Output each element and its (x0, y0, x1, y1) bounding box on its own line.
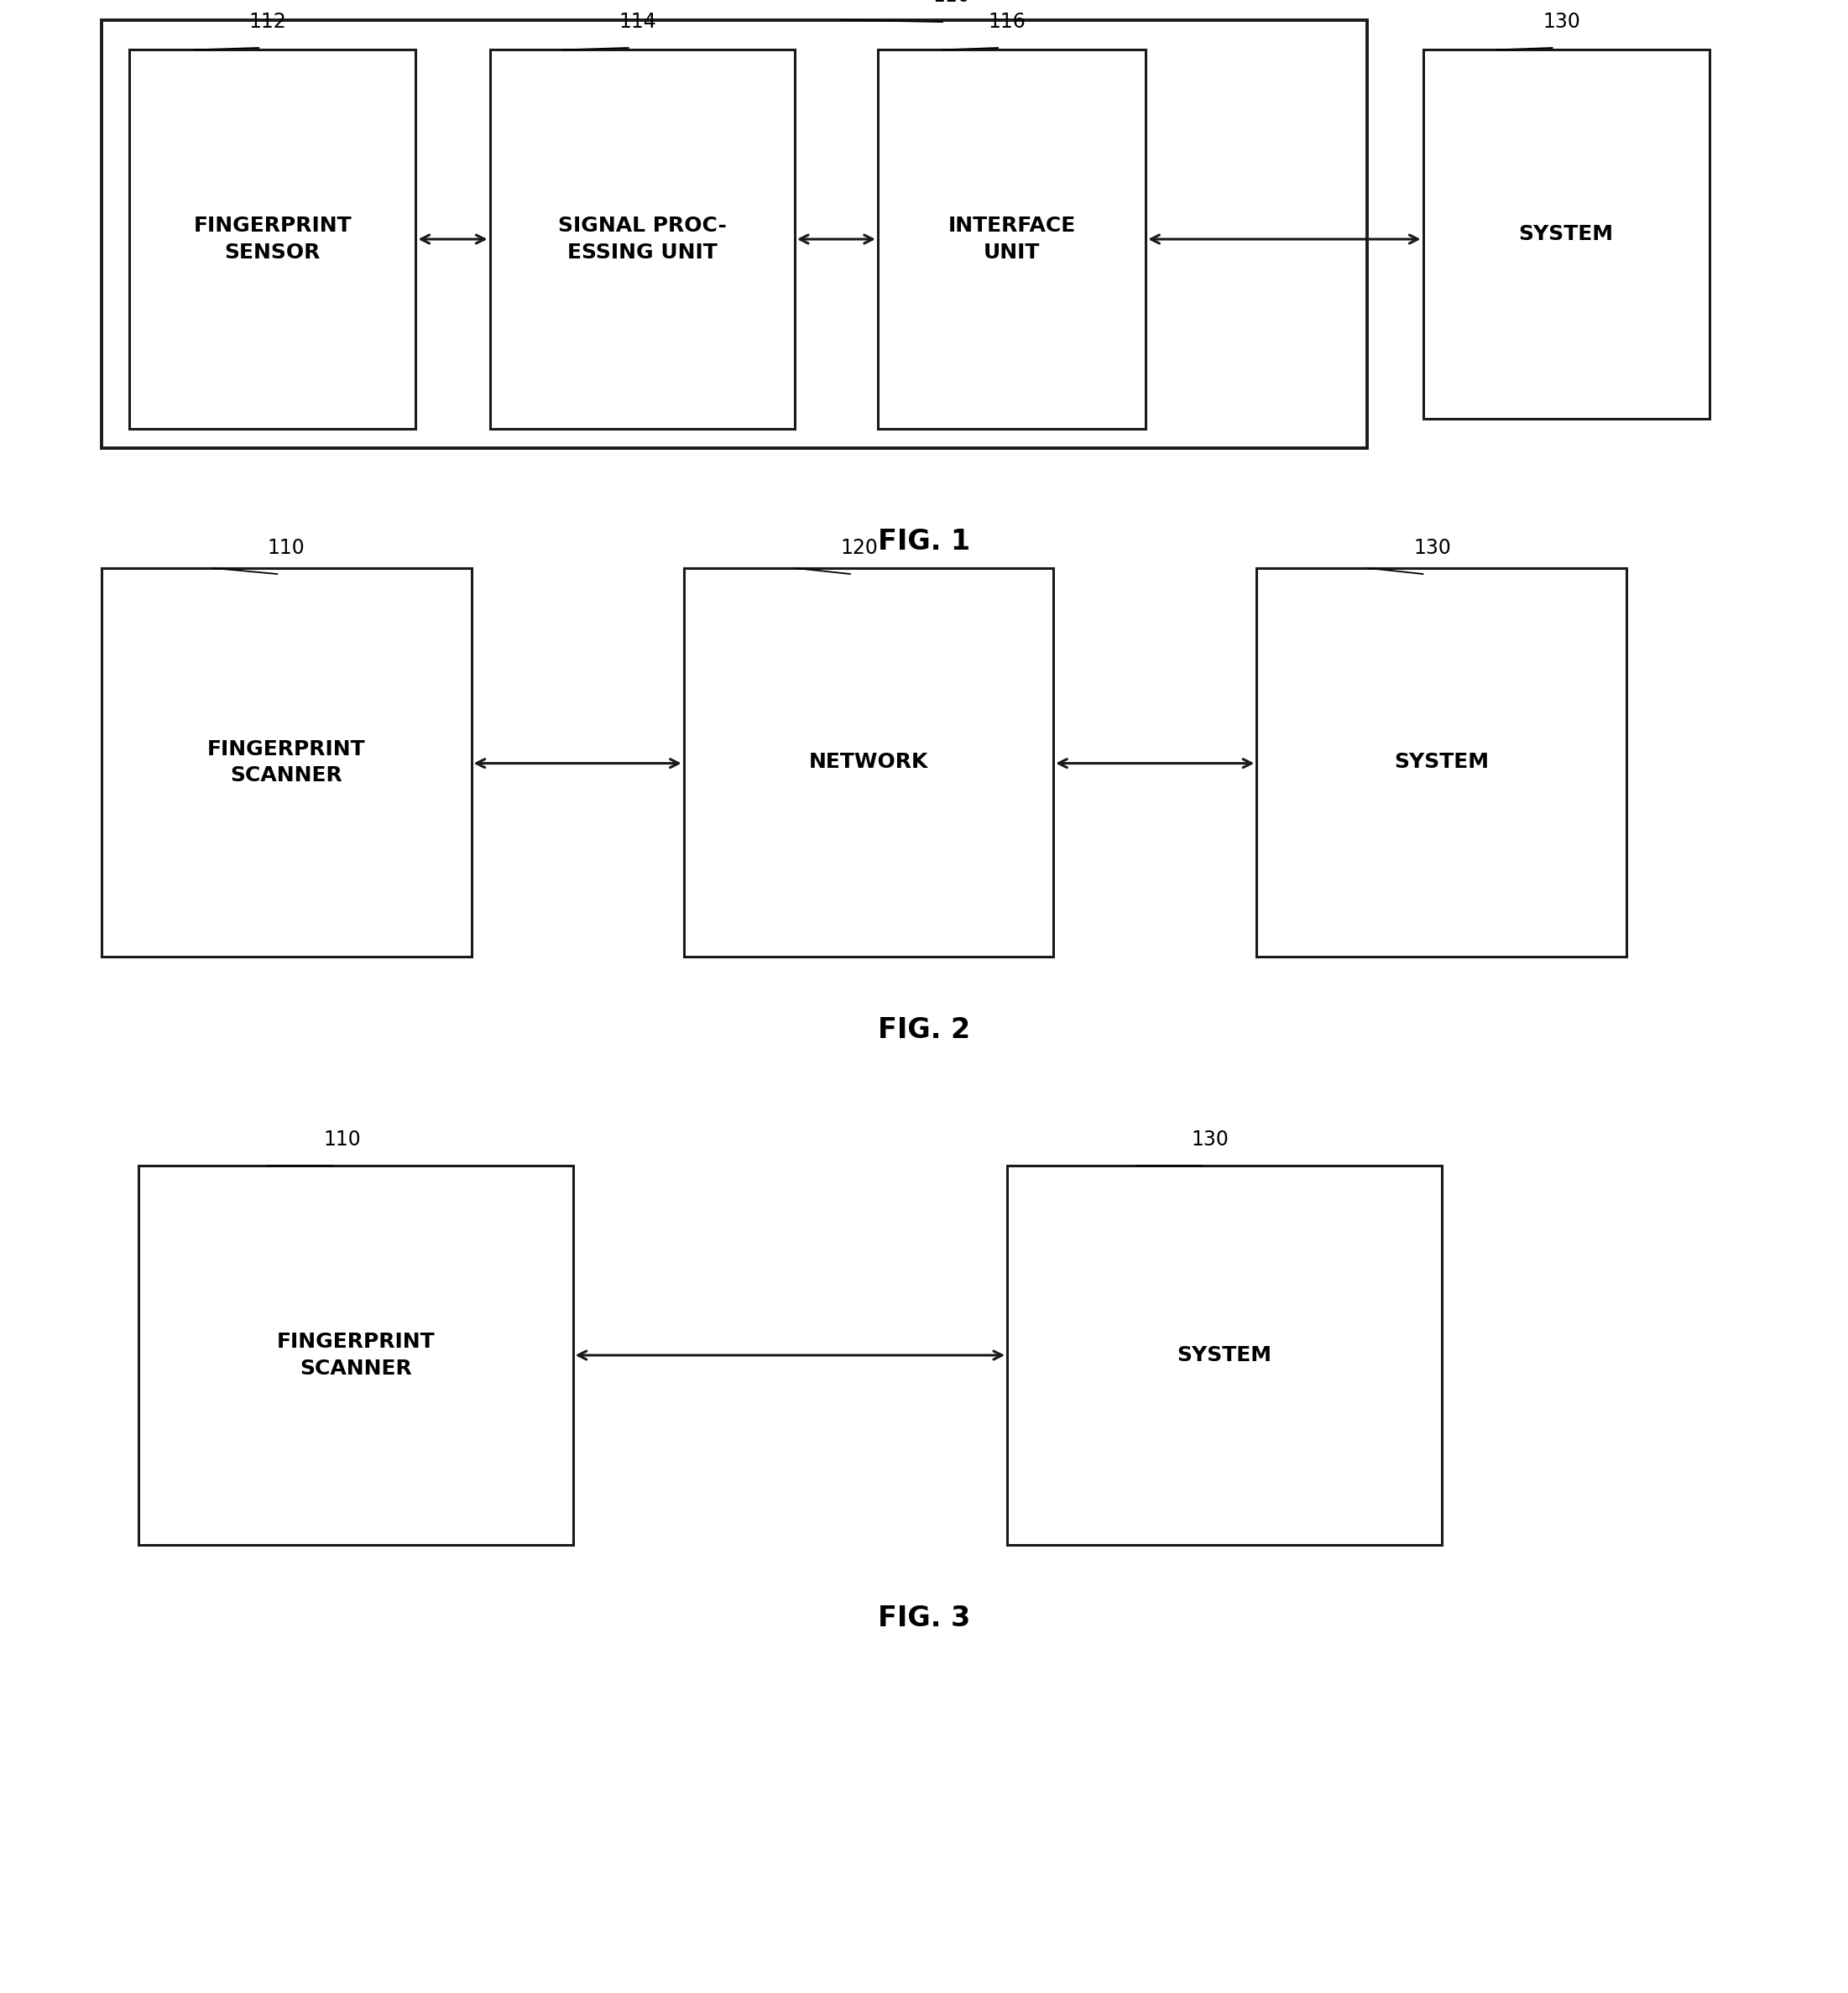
Text: FIG. 3: FIG. 3 (878, 1604, 970, 1632)
Bar (129, 50, 416, 428)
Text: 114: 114 (619, 12, 656, 32)
Text: SIGNAL PROC-
ESSING UNIT: SIGNAL PROC- ESSING UNIT (558, 215, 726, 263)
Text: INTERFACE
UNIT: INTERFACE UNIT (948, 215, 1076, 263)
Bar (102, 568, 471, 957)
Text: 130: 130 (1543, 12, 1580, 32)
Text: 110: 110 (268, 538, 305, 558)
Text: 130: 130 (1414, 538, 1451, 558)
Bar (684, 568, 1053, 957)
Text: NETWORK: NETWORK (809, 751, 928, 773)
Text: FINGERPRINT
SCANNER: FINGERPRINT SCANNER (277, 1331, 434, 1379)
Text: SYSTEM: SYSTEM (1393, 751, 1489, 773)
Text: FINGERPRINT
SENSOR: FINGERPRINT SENSOR (194, 215, 351, 263)
Text: 112: 112 (249, 12, 286, 32)
Bar (1423, 50, 1709, 419)
Bar (1007, 1166, 1441, 1545)
Text: 110: 110 (933, 0, 970, 6)
Bar (139, 1166, 573, 1545)
Bar (490, 50, 795, 428)
Text: FINGERPRINT
SCANNER: FINGERPRINT SCANNER (207, 739, 366, 785)
Text: 116: 116 (989, 12, 1026, 32)
Text: FIG. 2: FIG. 2 (878, 1016, 970, 1044)
Text: 110: 110 (323, 1130, 360, 1150)
Text: SYSTEM: SYSTEM (1519, 223, 1613, 245)
Bar (1257, 568, 1626, 957)
Bar (878, 50, 1146, 428)
Text: FIG. 1: FIG. 1 (878, 528, 970, 556)
Text: SYSTEM: SYSTEM (1177, 1345, 1271, 1365)
Text: 130: 130 (1192, 1130, 1229, 1150)
Text: 120: 120 (841, 538, 878, 558)
Bar (102, 20, 1368, 448)
